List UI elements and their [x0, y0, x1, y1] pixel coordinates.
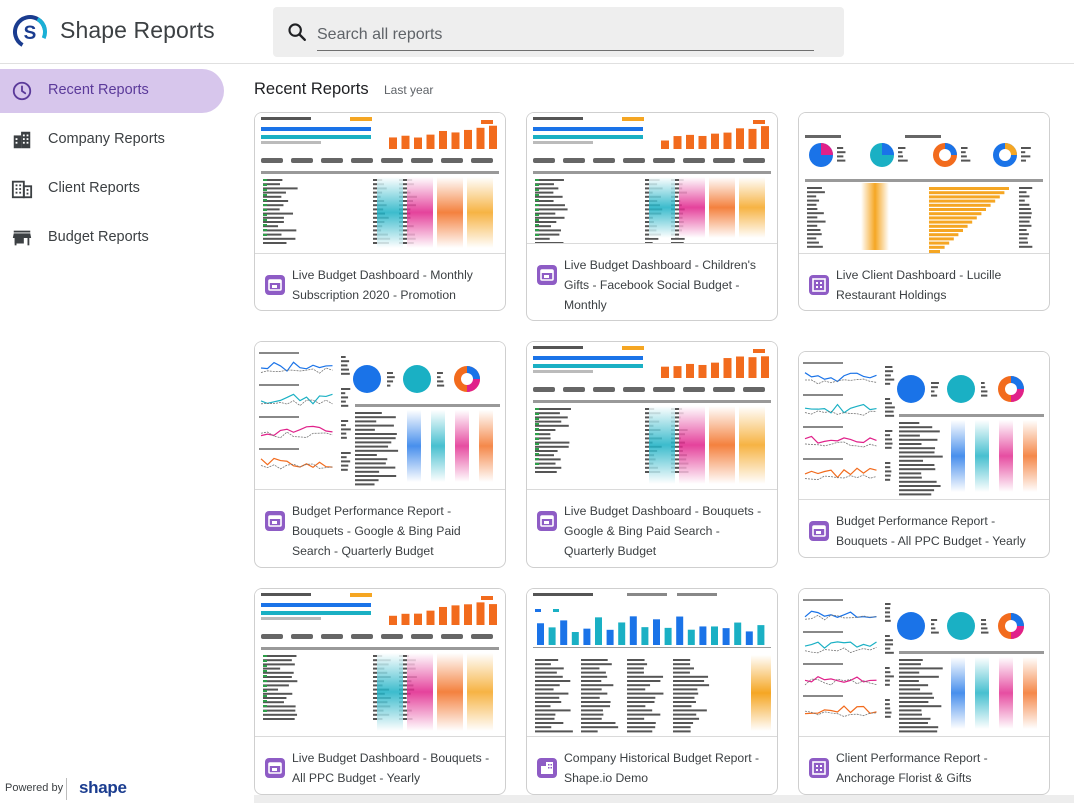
storefront-icon: [12, 230, 32, 246]
page-title: Recent Reports: [254, 80, 369, 98]
search-bar: [273, 7, 844, 57]
app-header: S Shape Reports: [0, 0, 1074, 64]
report-thumbnail[interactable]: [527, 342, 777, 490]
powered-by-label: Powered by: [5, 782, 64, 794]
storefront-icon: [265, 511, 285, 531]
report-card[interactable]: Company Historical Budget Report - Shape…: [526, 588, 778, 795]
report-thumbnail[interactable]: [255, 113, 505, 254]
shape-brand-logo[interactable]: shape: [79, 778, 127, 797]
storefront-icon: [537, 511, 557, 531]
search-input[interactable]: [317, 15, 814, 51]
storefront-icon: [537, 265, 557, 285]
company-building-icon: [537, 758, 557, 778]
report-card[interactable]: Live Budget Dashboard - Bouquets - All P…: [254, 588, 506, 795]
sidebar: Recent Reports Company Reports Client Re…: [0, 64, 240, 803]
sidebar-item-label: Client Reports: [48, 180, 140, 196]
report-title: Live Budget Dashboard - Bouquets - Googl…: [564, 504, 762, 558]
report-title: Live Budget Dashboard - Monthly Subscrip…: [292, 268, 473, 302]
report-card[interactable]: Live Budget Dashboard - Bouquets - Googl…: [526, 341, 778, 568]
app-title: Shape Reports: [60, 17, 215, 43]
report-thumbnail[interactable]: [255, 589, 505, 737]
report-card[interactable]: Budget Performance Report - Bouquets - G…: [254, 341, 506, 568]
report-title: Company Historical Budget Report - Shape…: [564, 751, 760, 785]
svg-text:S: S: [24, 23, 37, 44]
report-card[interactable]: Live Client Dashboard - Lucille Restaura…: [798, 112, 1050, 311]
report-card[interactable]: Budget Performance Report - Bouquets - A…: [798, 351, 1050, 558]
report-title: Budget Performance Report - Bouquets - A…: [836, 514, 1026, 548]
report-title: Live Budget Dashboard - Bouquets - All P…: [292, 751, 490, 785]
client-building-icon: [809, 275, 829, 295]
report-title: Live Budget Dashboard - Children's Gifts…: [564, 258, 757, 312]
report-thumbnail[interactable]: [799, 589, 1049, 737]
company-building-icon: [13, 131, 31, 149]
report-thumbnail[interactable]: [527, 589, 777, 737]
storefront-icon: [265, 275, 285, 295]
sidebar-item-label: Budget Reports: [48, 229, 149, 245]
report-thumbnail[interactable]: [527, 113, 777, 244]
clock-icon: [12, 81, 32, 101]
report-title: Live Client Dashboard - Lucille Restaura…: [836, 268, 1002, 302]
report-title: Budget Performance Report - Bouquets - G…: [292, 504, 461, 558]
sidebar-item-client-reports[interactable]: Client Reports: [0, 167, 224, 211]
shape-logo-icon[interactable]: S: [12, 14, 48, 50]
report-card[interactable]: Client Performance Report - Anchorage Fl…: [798, 588, 1050, 795]
report-title: Client Performance Report - Anchorage Fl…: [836, 751, 988, 785]
sidebar-item-label: Recent Reports: [48, 82, 149, 98]
report-card[interactable]: Live Budget Dashboard - Monthly Subscrip…: [254, 112, 506, 311]
storefront-icon: [265, 758, 285, 778]
sidebar-item-company-reports[interactable]: Company Reports: [0, 118, 224, 162]
sidebar-item-label: Company Reports: [48, 131, 165, 147]
client-building-icon: [11, 180, 33, 199]
sidebar-item-budget-reports[interactable]: Budget Reports: [0, 216, 224, 260]
scroll-shadow: [254, 795, 1074, 803]
storefront-icon: [809, 521, 829, 541]
report-thumbnail[interactable]: [799, 113, 1049, 254]
search-icon[interactable]: [286, 21, 308, 43]
client-building-icon: [809, 758, 829, 778]
report-card[interactable]: Live Budget Dashboard - Children's Gifts…: [526, 112, 778, 321]
divider: [66, 778, 67, 800]
report-thumbnail[interactable]: [799, 352, 1049, 500]
report-thumbnail[interactable]: [255, 342, 505, 490]
sidebar-item-recent-reports[interactable]: Recent Reports: [0, 69, 224, 113]
page-subtitle: Last year: [384, 83, 434, 97]
